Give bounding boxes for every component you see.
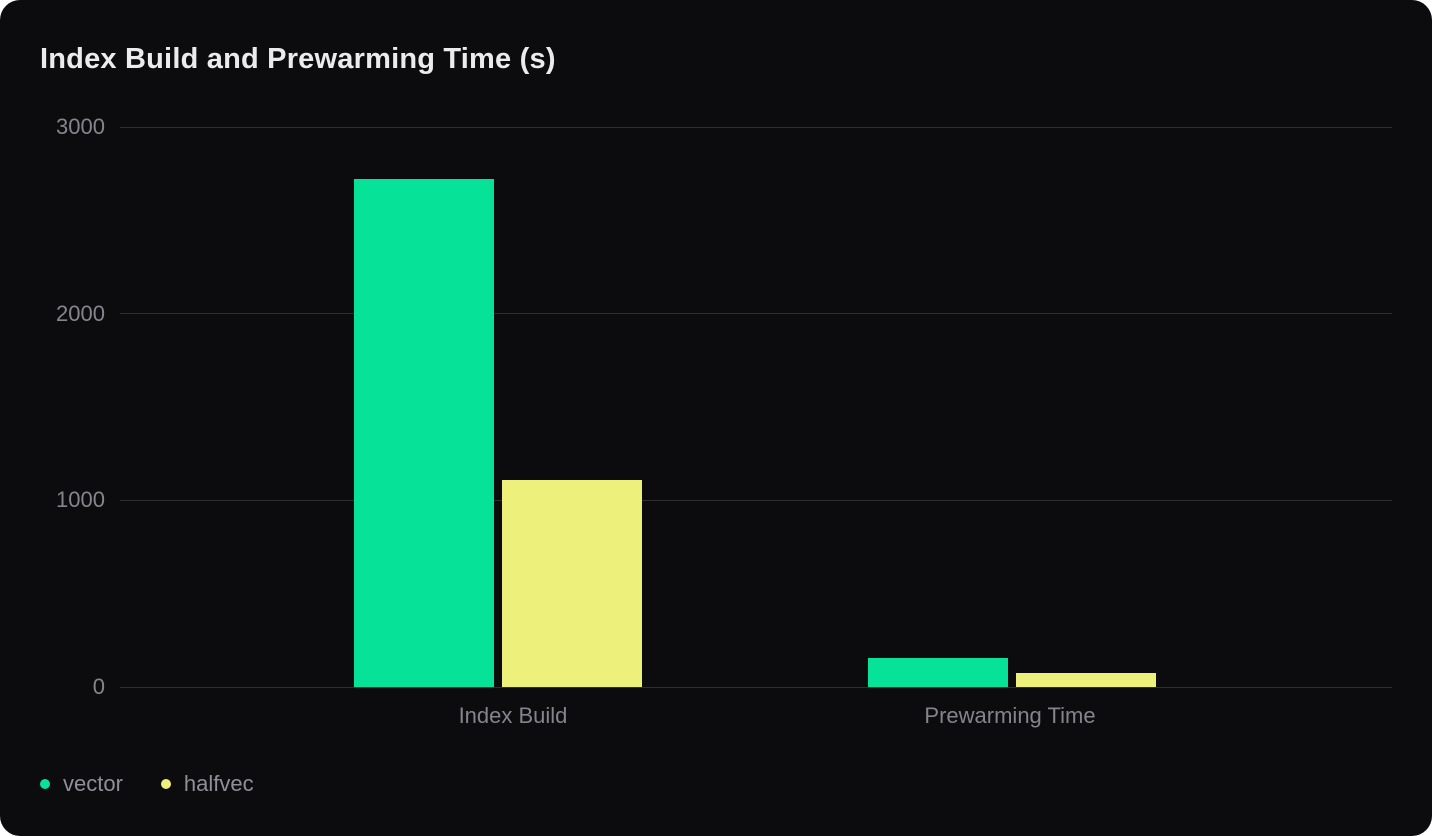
bar-vector-prewarming-time[interactable]: [868, 658, 1008, 687]
x-axis-category-label-index-build: Index Build: [458, 703, 568, 728]
y-axis-tick-label-2000: 2000: [56, 300, 105, 326]
legend-label: halfvec: [183, 771, 254, 796]
gridline-1000: [120, 499, 1392, 501]
gridline-2000: [120, 313, 1392, 315]
legend: vector halfvec: [40, 772, 254, 796]
gridline-3000: [120, 126, 1392, 128]
x-axis-category-label-prewarming-time: Prewarming Time: [924, 703, 1096, 728]
legend-item-vector[interactable]: vector: [40, 772, 123, 796]
y-axis-tick-label-1000: 1000: [56, 487, 105, 513]
bar-halfvec-index-build[interactable]: [502, 479, 642, 687]
y-axis-tick-label-3000: 3000: [56, 114, 105, 139]
bar-halfvec-prewarming-time[interactable]: [1016, 673, 1156, 687]
y-axis-tick-label-0: 0: [92, 674, 105, 699]
legend-label: vector: [63, 771, 123, 796]
legend-dot-icon: [160, 779, 171, 789]
chart-title: Index Build and Prewarming Time (s): [40, 43, 556, 75]
bar-vector-index-build[interactable]: [354, 179, 494, 687]
legend-item-halfvec[interactable]: halfvec: [160, 771, 254, 796]
gridline-0: [120, 686, 1392, 688]
legend-dot-icon: [40, 779, 50, 789]
